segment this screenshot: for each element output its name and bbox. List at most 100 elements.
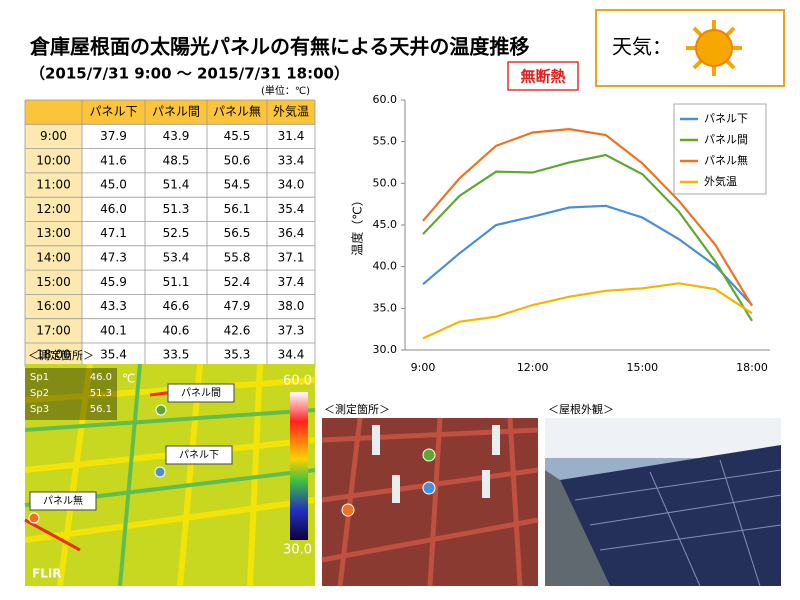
y-tick-label: 60.0 [373, 93, 398, 106]
x-tick-label: 9:00 [411, 361, 436, 374]
subtitle: （2015/7/31 9:00 ～ 2015/7/31 18:00） [30, 65, 349, 83]
table-cell: 42.6 [224, 323, 251, 337]
series-line [422, 128, 753, 307]
thermal-unit: ℃ [122, 372, 135, 386]
table-cell: 52.5 [163, 226, 190, 240]
callout-box [29, 491, 97, 511]
table-header: パネル無 [213, 104, 261, 119]
table-cell: 14:00 [36, 250, 71, 264]
brand: FLIR [32, 567, 62, 581]
table-cell: 56.5 [224, 226, 251, 240]
y-tick-label: 50.0 [373, 176, 398, 189]
scale-min: 30.0 [283, 543, 312, 558]
table-time-bg [25, 124, 82, 149]
table-cell: 43.3 [100, 299, 127, 313]
x-tick-label: 18:00 [736, 361, 768, 374]
table-cell: 45.0 [100, 178, 127, 192]
table-cell: 37.3 [278, 323, 305, 337]
x-tick-label: 12:00 [517, 361, 549, 374]
table-cell: 47.9 [224, 299, 251, 313]
table-time-bg [25, 197, 82, 222]
y-axis-label: 温度（℃） [350, 194, 365, 255]
table-cell: 37.1 [278, 250, 305, 264]
table-header: 外気温 [273, 104, 309, 119]
callout-label: パネル無 [43, 494, 83, 507]
table-cell: 9:00 [40, 129, 67, 143]
spot-value: 46.0 [90, 372, 112, 383]
y-tick-label: 55.0 [373, 135, 398, 148]
table-cell: 40.1 [100, 323, 127, 337]
table-cell: 36.4 [278, 226, 305, 240]
callout-label: パネル下 [179, 449, 219, 461]
sun-icon [686, 20, 742, 76]
title: 倉庫屋根面の太陽光パネルの有無による天井の温度推移 [29, 35, 529, 59]
table-time-bg [25, 318, 82, 343]
table-cell: 50.6 [224, 153, 251, 167]
table-cell: 38.0 [278, 299, 305, 313]
table-header: パネル間 [152, 105, 200, 119]
table-cell: 55.8 [224, 250, 251, 264]
spot-value: 56.1 [90, 404, 112, 415]
badge-box [507, 61, 579, 91]
table-cell: 16:00 [36, 299, 71, 313]
table-cell: 31.4 [278, 129, 305, 143]
callout-box [165, 445, 233, 465]
table-cell: 33.5 [163, 348, 190, 362]
badge: 無断熱 [520, 68, 565, 86]
spot-value: 51.3 [90, 388, 112, 399]
table-unit: (単位：℃) [261, 84, 310, 97]
photo-label: ＜屋根外観＞ [548, 402, 614, 416]
table-time-bg [25, 221, 82, 246]
callout-label: パネル間 [181, 387, 221, 399]
table-cell: 43.9 [163, 129, 190, 143]
ceiling-photo [321, 417, 539, 587]
legend-label: 外気温 [704, 174, 737, 188]
table-cell: 48.5 [163, 153, 190, 167]
table-cell: 34.0 [278, 178, 305, 192]
table-cell: 37.9 [100, 129, 127, 143]
table-cell: 51.1 [163, 275, 190, 289]
table-cell: 47.1 [100, 226, 127, 240]
spot-name: Sp2 [30, 388, 49, 399]
table-cell: 45.9 [100, 275, 127, 289]
photo-label: ＜測定箇所＞ [324, 402, 390, 416]
table-cell: 12:00 [36, 202, 71, 216]
table-cell: 18:00 [36, 348, 71, 362]
scale-max: 60.0 [283, 374, 312, 389]
table-cell: 53.4 [163, 250, 190, 264]
table-cell: 17:00 [36, 323, 71, 337]
table-cell: 41.6 [100, 153, 127, 167]
table-cell: 35.3 [224, 348, 251, 362]
table-time-bg [25, 294, 82, 319]
table-cell: 34.4 [278, 348, 305, 362]
y-tick-label: 40.0 [373, 260, 398, 273]
table-time-bg [25, 245, 82, 271]
table-cell: 56.1 [224, 202, 251, 216]
table-cell: 54.5 [224, 178, 251, 192]
y-tick-label: 30.0 [373, 343, 398, 356]
table-cell: 46.6 [163, 299, 190, 313]
table-header: パネル下 [89, 105, 137, 119]
table-time-bg [25, 148, 82, 173]
y-tick-label: 35.0 [373, 301, 398, 314]
thermal-label: ＜測定箇所＞ [28, 348, 94, 362]
table-time-bg [25, 172, 82, 198]
table-time-bg [25, 270, 82, 295]
callout-box [167, 383, 235, 403]
table-cell: 35.4 [278, 202, 305, 216]
spot-panel [25, 368, 117, 420]
spot-name: Sp3 [30, 404, 49, 415]
table-cell: 33.4 [278, 153, 305, 167]
table-cell: 46.0 [100, 202, 127, 216]
table-cell: 13:00 [36, 226, 71, 240]
table-cell: 47.3 [100, 250, 127, 264]
table-time-bg [25, 343, 82, 368]
table-cell: 35.4 [100, 348, 127, 362]
y-tick-label: 45.0 [373, 218, 398, 231]
table-cell: 10:00 [36, 153, 71, 167]
table-cell: 37.4 [278, 275, 305, 289]
legend-label: パネル間 [704, 133, 748, 146]
weather-label: 天気： [612, 35, 672, 59]
table-cell: 45.5 [224, 129, 251, 143]
